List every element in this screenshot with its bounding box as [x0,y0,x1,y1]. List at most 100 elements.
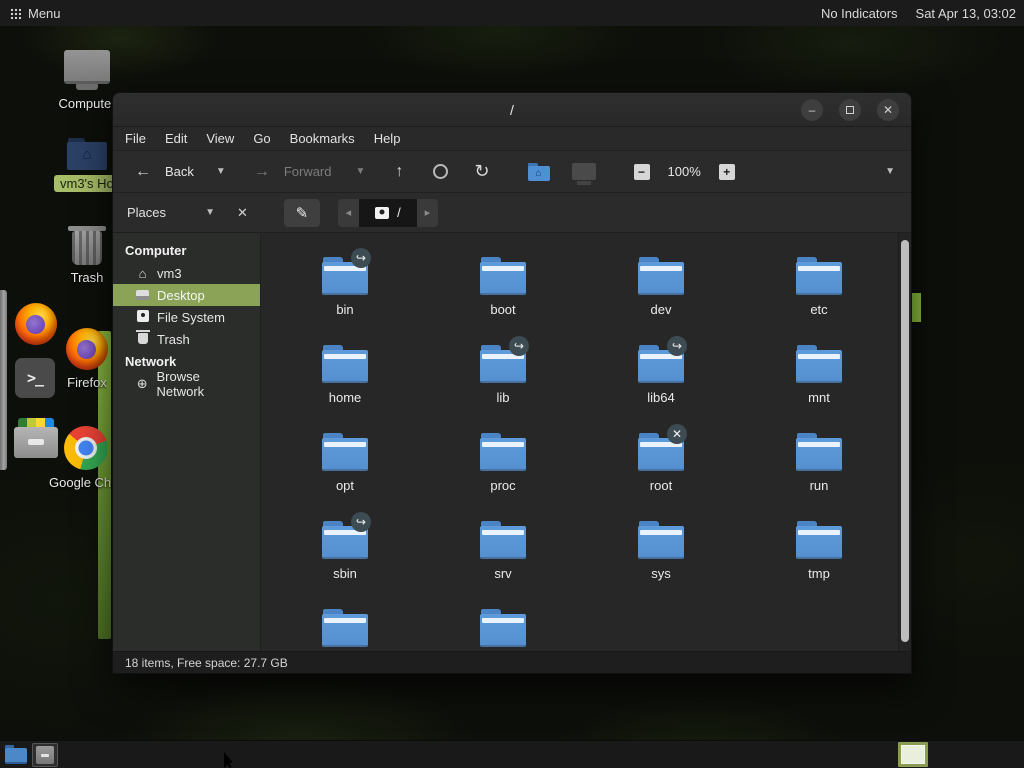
sidebar-item-label: Browse Network [156,369,205,399]
folder-item[interactable]: mnt [740,333,898,421]
dock-terminal[interactable]: >_ [15,358,55,398]
terminal-icon: >_ [15,358,55,398]
minimize-button[interactable]: – [801,98,823,121]
menu-go[interactable]: Go [253,131,271,146]
desktop-icon [135,288,150,303]
sidebar-item-vm3[interactable]: ⌂ vm3 [113,262,260,284]
folder-item[interactable]: ↪ lib64 [582,333,740,421]
menubar: File Edit View Go Bookmarks Help [113,127,911,151]
folder-item[interactable]: tmp [740,509,898,597]
menu-button[interactable]: Menu [0,0,71,26]
view-dropdown-icon[interactable]: ▼ [885,166,895,177]
menu-view[interactable]: View [206,131,235,146]
desktop-icon-chrome[interactable]: Google Chrome [38,426,134,490]
titlebar[interactable]: / – ✕ [113,93,911,127]
sidebar-item-filesystem[interactable]: File System [113,306,260,328]
dock-firefox[interactable] [15,303,57,345]
menu-file[interactable]: File [125,131,146,146]
home-button-icon[interactable]: ⌂ [527,162,550,181]
folder-item[interactable]: ↪ bin [266,245,424,333]
firefox-icon [66,328,108,370]
home-folder-icon: ⌂ [67,138,107,170]
computer-button-icon[interactable] [571,163,596,180]
sidebar: Computer ⌂ vm3 Desktop File System Trash… [113,233,261,651]
dock-archive[interactable] [14,418,58,458]
taskbar-archive-button[interactable] [32,742,58,767]
search-icon[interactable] [433,164,449,179]
edit-location-button[interactable]: ✎ [283,198,320,227]
zoom-in-button[interactable]: + [718,163,735,180]
folder-icon: ✕ [638,424,687,471]
sidebar-item-browse-network[interactable]: ⊕ Browse Network [113,369,260,399]
sidebar-close-icon[interactable]: ✕ [237,204,248,220]
folder-item[interactable]: ✕ root [582,421,740,509]
folder-item[interactable]: ↪ sbin [266,509,424,597]
desktop-icon-computer[interactable]: Computer [39,50,135,111]
dock-handle[interactable] [0,290,7,470]
desktop-icon-trash[interactable]: Trash [39,226,135,285]
forward-arrow-icon[interactable]: → [253,162,270,180]
clock[interactable]: Sat Apr 13, 03:02 [915,5,1016,21]
crumb-right-icon[interactable]: ▸ [416,198,438,227]
back-dropdown-icon[interactable]: ▼ [215,166,226,177]
breadcrumb: ◂ / ▸ [337,198,438,227]
folder-item[interactable]: opt [266,421,424,509]
refresh-icon[interactable]: ↻ [474,161,490,181]
folder-item[interactable]: ↪ lib [424,333,582,421]
back-button[interactable]: Back [165,164,194,179]
folder-item[interactable]: dev [582,245,740,333]
forward-button[interactable]: Forward [283,164,332,179]
sidebar-item-desktop[interactable]: Desktop [113,284,260,306]
folder-item[interactable]: usr [266,597,424,651]
status-bar: 18 items, Free space: 27.7 GB [113,651,911,673]
folder-label: mnt [808,390,830,405]
folder-label: proc [490,478,516,493]
archive-window-icon [36,745,54,764]
folder-label: boot [490,302,516,317]
folder-item[interactable]: sys [582,509,740,597]
emblem-icon: ↪ [351,512,371,532]
close-button[interactable]: ✕ [877,98,899,121]
wallpaper-green-stripe [98,331,111,639]
scrollbar-track[interactable] [898,233,911,651]
folder-icon [638,521,684,559]
back-arrow-icon[interactable]: ← [135,162,151,180]
taskbar-filemanager-button[interactable] [3,743,29,767]
folder-icon [480,521,526,559]
menu-bookmarks[interactable]: Bookmarks [289,131,355,146]
folder-item[interactable]: var [424,597,582,651]
archive-icon [14,418,58,458]
menu-help[interactable]: Help [373,131,401,146]
folder-item[interactable]: proc [424,421,582,509]
crumb-label: / [397,205,401,220]
up-icon[interactable]: ↑ [395,162,404,180]
folder-label: sbin [333,566,357,581]
file-pane[interactable]: ↪ bin boot [261,233,911,651]
sidebar-item-trash[interactable]: Trash [113,328,260,350]
folder-item[interactable]: etc [740,245,898,333]
folder-icon [480,433,526,471]
crumb-left-icon[interactable]: ◂ [337,198,359,227]
crumb-root-button[interactable]: / [358,198,417,227]
places-chevron-icon: ▼ [205,207,215,218]
folder-label: etc [810,302,828,317]
desktop-icon-firefox[interactable]: Firefox [39,328,135,390]
folder-item[interactable]: home [266,333,424,421]
desktop-icon-home[interactable]: ⌂ vm3's Home [42,138,132,192]
forward-dropdown-icon[interactable]: ▼ [355,166,366,177]
folder-item[interactable]: boot [424,245,582,333]
maximize-button[interactable] [839,98,861,121]
sidebar-item-label: File System [157,309,225,325]
folder-label: lib [496,390,510,405]
zoom-out-button[interactable]: − [633,163,650,180]
workspace-switcher[interactable] [898,742,928,767]
scrollbar-thumb[interactable] [901,240,909,642]
menu-edit[interactable]: Edit [164,131,188,146]
folder-item[interactable]: srv [424,509,582,597]
desktop-icon-label: Firefox [67,375,107,390]
mouse-cursor [224,752,233,768]
network-icon: ⊕ [136,376,148,391]
emblem-icon: ↪ [509,336,529,356]
places-combo[interactable]: Places ▼ [123,205,219,220]
folder-item[interactable]: run [740,421,898,509]
